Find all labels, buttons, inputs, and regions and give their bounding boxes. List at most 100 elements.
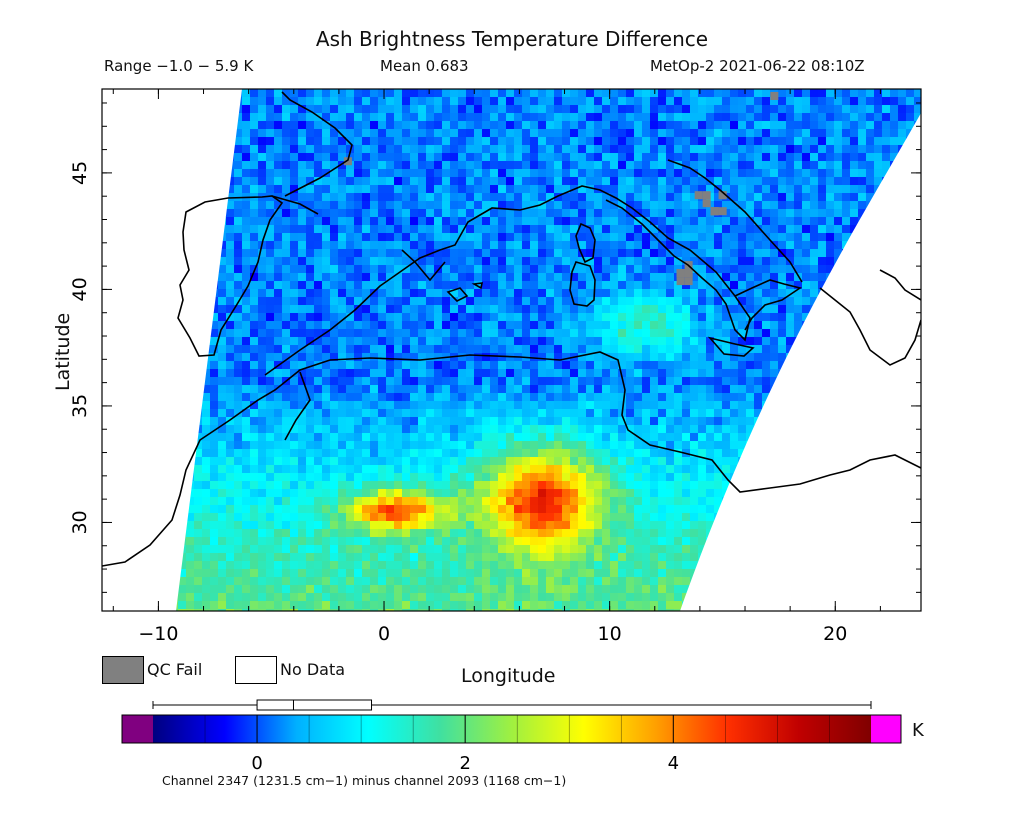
heatmap-cell xyxy=(626,145,634,153)
heatmap-cell xyxy=(426,265,434,273)
heatmap-cell xyxy=(490,265,498,273)
heatmap-cell xyxy=(698,473,706,481)
heatmap-cell xyxy=(418,241,426,249)
heatmap-cell xyxy=(418,225,426,233)
heatmap-cell xyxy=(370,369,378,377)
heatmap-cell xyxy=(546,345,554,353)
heatmap-cell xyxy=(490,361,498,369)
heatmap-cell xyxy=(634,161,642,169)
heatmap-cell xyxy=(482,401,490,409)
heatmap-cell xyxy=(322,465,330,473)
heatmap-cell xyxy=(634,425,642,433)
heatmap-cell xyxy=(498,137,506,145)
heatmap-cell xyxy=(226,281,234,289)
heatmap-cell xyxy=(562,449,570,457)
heatmap-cell xyxy=(754,313,762,321)
heatmap-cell xyxy=(386,257,394,265)
heatmap-cell xyxy=(690,425,698,433)
heatmap-cell xyxy=(434,369,442,377)
heatmap-cell xyxy=(770,321,778,329)
heatmap-cell xyxy=(282,89,290,97)
heatmap-cell xyxy=(210,433,218,441)
heatmap-cell xyxy=(370,225,378,233)
heatmap-cell xyxy=(618,169,626,177)
heatmap-cell xyxy=(570,153,578,161)
heatmap-cell xyxy=(258,449,266,457)
heatmap-cell xyxy=(226,465,234,473)
heatmap-cell xyxy=(778,113,786,121)
heatmap-cell xyxy=(242,449,250,457)
heatmap-cell xyxy=(706,441,714,449)
heatmap-cell xyxy=(498,217,506,225)
heatmap-cell xyxy=(210,497,218,505)
heatmap-cell xyxy=(250,401,258,409)
heatmap-cell xyxy=(258,217,266,225)
heatmap-cell xyxy=(746,353,754,361)
heatmap-cell xyxy=(754,193,762,201)
heatmap-cell xyxy=(594,505,602,513)
heatmap-cell xyxy=(762,265,770,273)
heatmap-cell xyxy=(394,129,402,137)
heatmap-cell xyxy=(618,257,626,265)
heatmap-cell xyxy=(362,377,370,385)
heatmap-cell xyxy=(346,409,354,417)
heatmap-cell xyxy=(554,481,562,489)
heatmap-cell xyxy=(698,289,706,297)
heatmap-cell xyxy=(794,217,802,225)
heatmap-cell xyxy=(698,377,706,385)
heatmap-cell xyxy=(202,505,210,513)
heatmap-cell xyxy=(234,257,242,265)
heatmap-cell xyxy=(626,441,634,449)
heatmap-cell xyxy=(602,273,610,281)
heatmap-cell xyxy=(754,137,762,145)
heatmap-cell xyxy=(322,273,330,281)
heatmap-cell xyxy=(658,369,666,377)
heatmap-cell xyxy=(666,465,674,473)
heatmap-cell xyxy=(418,201,426,209)
heatmap-cell xyxy=(458,449,466,457)
heatmap-cell xyxy=(234,425,242,433)
heatmap-cell xyxy=(218,409,226,417)
heatmap-cell xyxy=(466,249,474,257)
heatmap-cell xyxy=(378,369,386,377)
heatmap-cell xyxy=(378,361,386,369)
heatmap-cell xyxy=(506,465,514,473)
heatmap-cell xyxy=(490,153,498,161)
heatmap-cell xyxy=(634,297,642,305)
heatmap-cell xyxy=(346,273,354,281)
heatmap-cell xyxy=(690,321,698,329)
heatmap-cell xyxy=(242,513,250,521)
heatmap-cell xyxy=(418,385,426,393)
heatmap-cell xyxy=(530,129,538,137)
heatmap-cell xyxy=(322,489,330,497)
heatmap-cell xyxy=(322,401,330,409)
heatmap-cell xyxy=(322,113,330,121)
heatmap-cell xyxy=(754,257,762,265)
heatmap-cell xyxy=(386,481,394,489)
heatmap-cell xyxy=(754,369,762,377)
heatmap-cell xyxy=(306,417,314,425)
heatmap-cell xyxy=(522,129,530,137)
heatmap-cell xyxy=(330,489,338,497)
heatmap-cell xyxy=(250,265,258,273)
heatmap-cell xyxy=(570,169,578,177)
heatmap-cell xyxy=(650,217,658,225)
heatmap-cell xyxy=(402,121,410,129)
heatmap-cell xyxy=(298,377,306,385)
heatmap-cell xyxy=(626,129,634,137)
heatmap-cell xyxy=(770,249,778,257)
heatmap-cell xyxy=(314,137,322,145)
heatmap-cell xyxy=(474,113,482,121)
heatmap-cell xyxy=(442,465,450,473)
heatmap-cell xyxy=(610,161,618,169)
heatmap-cell xyxy=(450,481,458,489)
heatmap-cell xyxy=(306,89,314,97)
heatmap-cell xyxy=(674,465,682,473)
heatmap-cell xyxy=(466,145,474,153)
heatmap-cell xyxy=(378,353,386,361)
heatmap-cell xyxy=(242,353,250,361)
heatmap-cell xyxy=(650,137,658,145)
heatmap-cell xyxy=(562,377,570,385)
heatmap-cell xyxy=(842,161,850,169)
heatmap-cell xyxy=(290,393,298,401)
